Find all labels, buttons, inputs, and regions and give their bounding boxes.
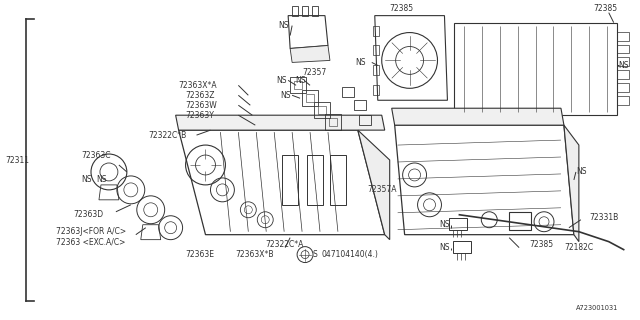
Text: 72363X*A: 72363X*A <box>179 81 217 90</box>
Text: A723001031: A723001031 <box>577 305 619 311</box>
Bar <box>306 94 314 102</box>
Text: NS: NS <box>295 76 306 85</box>
Text: S: S <box>313 250 317 259</box>
Bar <box>484 114 494 122</box>
Bar <box>354 100 366 110</box>
Text: 72363E: 72363E <box>186 250 214 259</box>
Bar <box>292 6 298 16</box>
Text: 72331B: 72331B <box>589 213 618 222</box>
Text: NS: NS <box>440 243 450 252</box>
Text: 72322C*A: 72322C*A <box>265 240 303 249</box>
Text: 72357A: 72357A <box>368 185 397 194</box>
Bar <box>294 81 302 89</box>
Bar <box>325 114 341 130</box>
Polygon shape <box>392 108 564 125</box>
Bar <box>449 218 467 230</box>
Bar <box>282 155 298 205</box>
Text: 72385: 72385 <box>529 240 553 249</box>
Bar <box>454 114 465 122</box>
Text: 72363C: 72363C <box>81 150 111 160</box>
Bar <box>372 26 379 36</box>
Text: 72385: 72385 <box>390 4 414 13</box>
Bar <box>372 85 379 95</box>
Bar <box>469 114 479 122</box>
Bar <box>372 65 379 76</box>
Text: NS: NS <box>280 91 291 100</box>
Text: 047104140(4.): 047104140(4.) <box>322 250 379 259</box>
Text: NS: NS <box>96 175 106 184</box>
Text: 72182C: 72182C <box>564 243 593 252</box>
Polygon shape <box>358 130 390 240</box>
Bar <box>453 241 471 252</box>
Text: 72311: 72311 <box>5 156 29 164</box>
Bar <box>314 102 330 118</box>
Bar <box>330 155 346 205</box>
Text: NS: NS <box>278 21 289 30</box>
Bar <box>312 6 318 16</box>
Polygon shape <box>290 45 330 62</box>
Text: 72363 <EXC.A/C>: 72363 <EXC.A/C> <box>56 237 125 246</box>
Text: NS: NS <box>355 58 365 67</box>
Bar <box>290 77 306 93</box>
Text: 72363X*B: 72363X*B <box>236 250 274 259</box>
Bar <box>359 115 371 125</box>
Polygon shape <box>175 115 385 130</box>
Bar <box>617 96 628 105</box>
Text: 72357: 72357 <box>302 68 326 77</box>
Text: NS: NS <box>619 61 629 70</box>
Bar <box>318 106 326 114</box>
Bar <box>342 87 354 97</box>
Bar <box>617 58 628 67</box>
Bar <box>617 83 628 92</box>
Text: 72363D: 72363D <box>73 210 103 219</box>
Text: 72363J<FOR A/C>: 72363J<FOR A/C> <box>56 227 126 236</box>
Text: 72322C*B: 72322C*B <box>148 131 187 140</box>
Bar <box>617 32 628 41</box>
Text: 72363Z: 72363Z <box>186 91 215 100</box>
Bar <box>617 70 628 79</box>
Text: 72363W: 72363W <box>186 101 218 110</box>
Text: 72385: 72385 <box>594 4 618 13</box>
Bar <box>329 118 337 126</box>
Bar <box>509 212 531 230</box>
Text: 72363Y: 72363Y <box>186 111 214 120</box>
Bar <box>302 6 308 16</box>
Polygon shape <box>564 125 579 242</box>
Bar <box>372 45 379 55</box>
Bar <box>307 155 323 205</box>
Bar <box>617 44 628 53</box>
Text: NS: NS <box>440 220 450 229</box>
Text: NS: NS <box>81 175 92 184</box>
Bar <box>302 90 318 106</box>
Text: NS: NS <box>576 167 586 176</box>
Text: NS: NS <box>276 76 287 85</box>
